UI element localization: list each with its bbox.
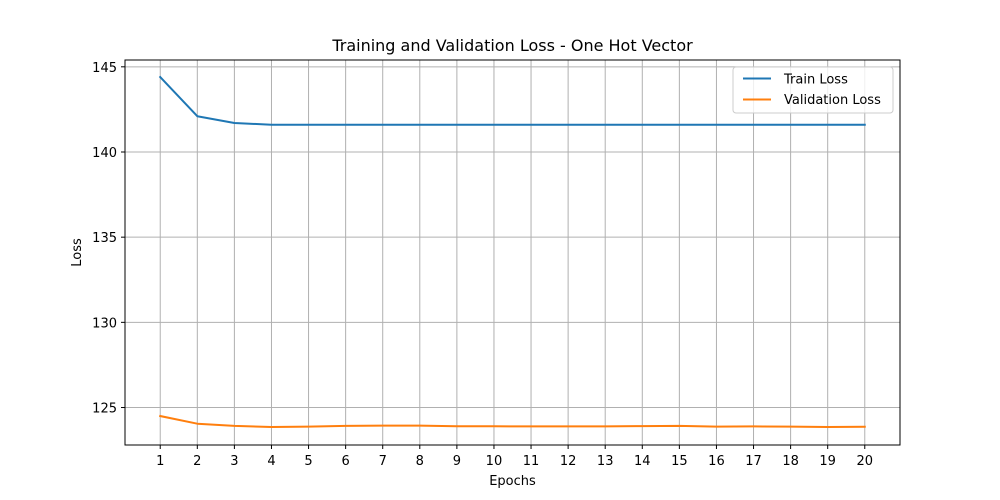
chart-title: Training and Validation Loss - One Hot V… <box>331 36 693 55</box>
x-tick-label: 4 <box>267 454 275 469</box>
x-tick-label: 20 <box>856 454 873 469</box>
x-tick-label: 6 <box>341 454 349 469</box>
series-line-validation-loss <box>159 414 866 428</box>
x-tick-label: 10 <box>486 454 503 469</box>
x-tick-label: 18 <box>782 454 799 469</box>
series-line-train-loss <box>158 75 866 126</box>
x-axis-title: Epochs <box>489 474 536 489</box>
y-tick-label: 140 <box>92 146 117 161</box>
legend: Train Loss Validation Loss <box>732 66 894 114</box>
series-lines <box>158 75 866 428</box>
x-tick-label: 11 <box>523 454 540 469</box>
x-tick-label: 5 <box>304 454 312 469</box>
y-axis-title: Loss <box>70 238 85 267</box>
x-tick-label: 19 <box>819 454 836 469</box>
x-tick-label: 17 <box>745 454 762 469</box>
y-tick-label: 130 <box>92 316 117 331</box>
x-tick-label: 12 <box>560 454 577 469</box>
y-tick-label: 125 <box>92 402 117 417</box>
grid <box>125 60 900 445</box>
x-axis-ticks: 1 2 3 4 5 6 7 8 9 10 11 12 13 14 15 16 17 18 19 20 <box>156 445 873 469</box>
legend-label-train-loss: Train Loss <box>783 73 848 88</box>
x-tick-label: 8 <box>416 454 424 469</box>
x-tick-label: 14 <box>634 454 651 469</box>
x-tick-label: 15 <box>671 454 688 469</box>
x-tick-label: 2 <box>193 454 201 469</box>
y-tick-label: 135 <box>92 231 117 246</box>
x-tick-label: 9 <box>453 454 461 469</box>
plot-frame <box>124 59 901 446</box>
y-axis-ticks: 125 130 135 140 145 <box>92 61 125 417</box>
x-tick-label: 3 <box>230 454 238 469</box>
x-tick-label: 16 <box>708 454 725 469</box>
legend-box <box>732 66 894 114</box>
x-tick-label: 7 <box>379 454 387 469</box>
y-tick-label: 145 <box>92 61 117 76</box>
legend-label-validation-loss: Validation Loss <box>784 93 881 108</box>
x-tick-label: 13 <box>597 454 614 469</box>
x-tick-label: 1 <box>156 454 164 469</box>
